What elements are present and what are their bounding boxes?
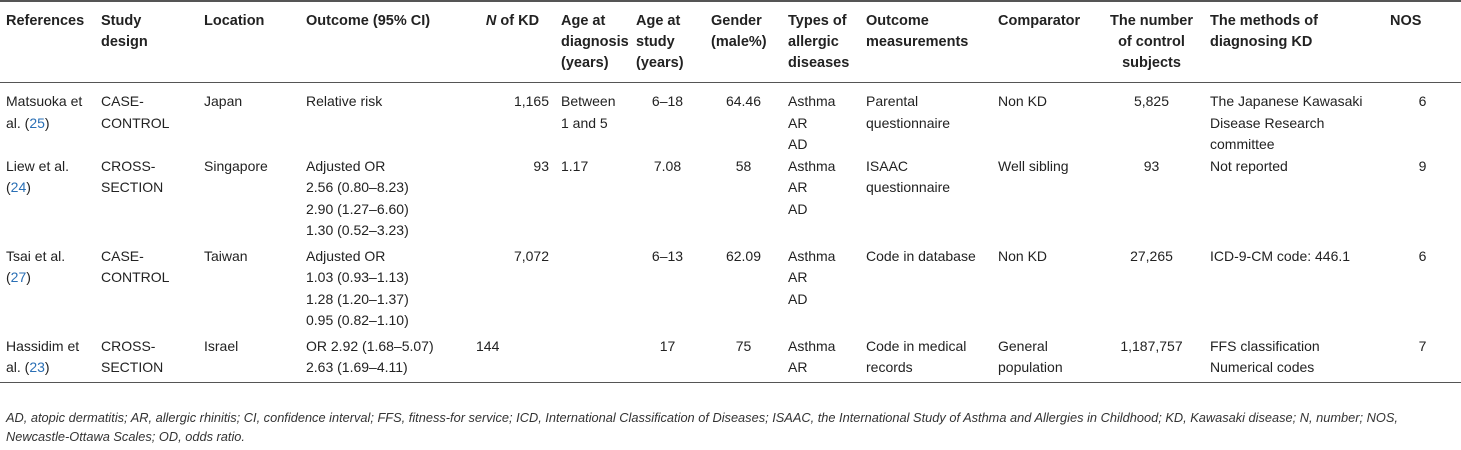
header-nos: NOS bbox=[1384, 0, 1461, 83]
cell-types: Asthma AR bbox=[782, 335, 860, 383]
cell-gender: 64.46 bbox=[725, 93, 762, 109]
table-row: Matsuoka et al. (25) CASE-CONTROL Japan … bbox=[0, 83, 1461, 156]
cell-controls: 93 bbox=[1143, 157, 1160, 174]
header-comparator: Comparator bbox=[992, 0, 1099, 83]
header-study-design: Study design bbox=[95, 0, 198, 83]
cell-age-diagnosis: 1.17 bbox=[561, 157, 589, 174]
citation-link[interactable]: 23 bbox=[29, 359, 45, 375]
table-row: Liew et al. (24) CROSS-SECTION Singapore… bbox=[0, 156, 1461, 246]
cell-age-study: 6–13 bbox=[651, 247, 684, 264]
cell-types: Asthma AR AD bbox=[788, 157, 836, 217]
header-n-italic: N bbox=[485, 13, 497, 29]
cell-reference: Matsuoka et al. (25) bbox=[0, 83, 95, 156]
cell-gender: 75 bbox=[705, 335, 782, 383]
header-outcome: Outcome (95% CI) bbox=[300, 0, 470, 83]
cell-gender: 62.09 bbox=[725, 247, 762, 264]
reference-text: Tsai et al. ( bbox=[6, 247, 66, 286]
cell-n-kd: 1,165 bbox=[513, 93, 549, 109]
cell-nos: 7 bbox=[1384, 335, 1461, 383]
cell-age-diagnosis: Between 1 and 5 bbox=[561, 93, 616, 131]
cell-design: CROSS-SECTION bbox=[95, 335, 198, 383]
cell-reference: Tsai et al. (27) bbox=[0, 246, 95, 336]
cell-methods: FFS classification Numerical codes bbox=[1204, 335, 1384, 383]
reference-close: ) bbox=[44, 359, 50, 375]
cell-n-kd: 93 bbox=[533, 157, 549, 174]
cell-nos: 9 bbox=[1418, 157, 1427, 174]
cell-comparator: General population bbox=[992, 335, 1099, 383]
header-gender: Gender (male%) bbox=[705, 0, 782, 83]
cell-nos: 6 bbox=[1418, 93, 1427, 109]
header-age-diagnosis: Age at diagnosis (years) bbox=[555, 0, 630, 83]
cell-comparator: Non KD bbox=[998, 93, 1048, 109]
reference-close: ) bbox=[44, 114, 50, 131]
cell-n-kd: 144 bbox=[470, 335, 555, 383]
cell-outcome: Relative risk bbox=[306, 93, 383, 109]
header-location: Location bbox=[198, 0, 300, 83]
cell-nos: 6 bbox=[1418, 247, 1427, 264]
cell-location: Israel bbox=[198, 335, 300, 383]
reference-text: Liew et al. ( bbox=[6, 157, 70, 196]
cell-age-study: 6–18 bbox=[651, 93, 684, 109]
cell-design: CASE-CONTROL bbox=[101, 93, 170, 131]
table-row: Hassidim et al. (23) CROSS-SECTION Israe… bbox=[0, 335, 1461, 383]
cell-design: CASE-CONTROL bbox=[101, 247, 170, 286]
cell-location: Singapore bbox=[204, 157, 268, 174]
citation-link[interactable]: 25 bbox=[29, 114, 45, 131]
cell-n-kd: 7,072 bbox=[513, 247, 549, 264]
cell-measurements: Parental questionnaire bbox=[866, 93, 951, 131]
header-age-study: Age at study (years) bbox=[630, 0, 705, 83]
cell-controls: 27,265 bbox=[1130, 247, 1173, 264]
cell-gender: 58 bbox=[735, 157, 752, 174]
cell-comparator: Non KD bbox=[998, 247, 1048, 264]
cell-measurements: Code in database bbox=[866, 247, 976, 264]
cell-outcome: OR 2.92 (1.68–5.07) 2.63 (1.69–4.11) bbox=[300, 335, 470, 383]
cell-reference: Liew et al. (24) bbox=[0, 156, 95, 246]
cell-methods: Not reported bbox=[1210, 157, 1288, 174]
cell-reference: Hassidim et al. (23) bbox=[0, 335, 95, 383]
citation-link[interactable]: 27 bbox=[10, 269, 27, 285]
header-outcome-measurements: Outcome measurements bbox=[860, 0, 992, 83]
cell-measurements: ISAAC questionnaire bbox=[866, 157, 951, 196]
header-references: References bbox=[0, 0, 95, 83]
reference-text: Hassidim et al. ( bbox=[6, 337, 80, 376]
header-control-subjects: The number of control subjects bbox=[1099, 0, 1204, 83]
header-n-rest: of KD bbox=[496, 13, 540, 29]
table-footnote: AD, atopic dermatitis; AR, allergic rhin… bbox=[6, 410, 1398, 444]
cell-types: Asthma AR AD bbox=[788, 247, 836, 307]
cell-design: CROSS-SECTION bbox=[101, 157, 164, 196]
cell-age-study: 17 bbox=[630, 335, 705, 383]
study-characteristics-table: References Study design Location Outcome… bbox=[0, 0, 1461, 383]
cell-methods: ICD-9-CM code: 446.1 bbox=[1210, 247, 1351, 264]
reference-close: ) bbox=[26, 269, 31, 285]
cell-measurements: Code in medical records bbox=[860, 335, 992, 383]
cell-age-diagnosis bbox=[555, 335, 630, 383]
reference-text: Matsuoka et al. ( bbox=[6, 93, 83, 131]
header-row: References Study design Location Outcome… bbox=[0, 0, 1461, 83]
cell-location: Taiwan bbox=[204, 247, 248, 264]
table-row: Tsai et al. (27) CASE-CONTROL Taiwan Adj… bbox=[0, 246, 1461, 336]
citation-link[interactable]: 24 bbox=[10, 179, 27, 195]
cell-age-diagnosis bbox=[555, 246, 630, 336]
header-types: Types of allergic diseases bbox=[782, 0, 860, 83]
cell-controls: 1,187,757 bbox=[1099, 335, 1204, 383]
cell-types: Asthma AR AD bbox=[788, 93, 836, 152]
cell-outcome: Adjusted OR 1.03 (0.93–1.13) 1.28 (1.20–… bbox=[306, 247, 409, 329]
cell-location: Japan bbox=[204, 93, 243, 109]
reference-close: ) bbox=[26, 179, 31, 195]
header-n-of-kd: N of KD bbox=[470, 0, 555, 83]
cell-controls: 5,825 bbox=[1133, 93, 1170, 109]
cell-comparator: Well sibling bbox=[998, 157, 1069, 174]
header-methods: The methods of diagnosing KD bbox=[1204, 0, 1384, 83]
cell-methods: The Japanese Kawasaki Disease Research c… bbox=[1210, 93, 1363, 152]
cell-age-study: 7.08 bbox=[653, 157, 682, 174]
cell-outcome: Adjusted OR 2.56 (0.80–8.23) 2.90 (1.27–… bbox=[306, 157, 409, 239]
